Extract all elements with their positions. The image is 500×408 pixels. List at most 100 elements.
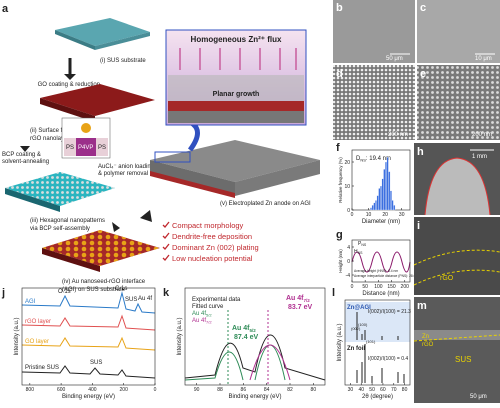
bar xyxy=(383,169,386,211)
fit-peak xyxy=(184,344,286,381)
legend-entry: Experimental data xyxy=(192,297,241,303)
bar xyxy=(391,200,394,211)
pattern-bg xyxy=(345,302,410,342)
x-tick-label: 30 xyxy=(399,212,405,218)
x-tick-label: 50 xyxy=(369,387,375,393)
peak-label: Au 4f5/2 87.4 eV xyxy=(232,325,258,341)
arrow-head xyxy=(20,146,30,152)
panel-a: a (i) SUS substrate GO coating & reducti… xyxy=(2,3,320,293)
benefit: Dominant Zn (002) plating xyxy=(172,243,259,252)
panel-label: h xyxy=(417,146,424,158)
x-tick-label: 88 xyxy=(217,387,223,393)
panel-label: f xyxy=(336,142,340,154)
stage: (iv) Au nanoseed-rGO interface xyxy=(62,279,146,285)
plot-frame xyxy=(344,299,411,386)
annotation-part: NS xyxy=(358,251,364,255)
y-tick-label: 0 xyxy=(347,208,350,214)
layer-label: SUS xyxy=(455,355,471,364)
plot-frame xyxy=(184,287,326,386)
note: Average interparticle distance (PNS): 28… xyxy=(354,274,421,278)
step: BCP coating & xyxy=(2,152,41,158)
check xyxy=(162,221,170,261)
annotation: HNS xyxy=(354,249,363,255)
arrow-head xyxy=(140,210,152,222)
peak-part: 87.4 eV xyxy=(234,334,258,341)
panel-label: c xyxy=(420,2,426,14)
plane-label: (101) xyxy=(366,339,376,344)
benefit: Dendrite-free deposition xyxy=(172,232,252,241)
profile-curve xyxy=(351,251,411,273)
bar xyxy=(373,202,376,211)
plane-label: (002) xyxy=(351,326,361,331)
panel-label: j xyxy=(1,287,5,299)
block-label: PS xyxy=(98,145,106,151)
panel-k: k Experimental data Fitted curve Au 4f5/… xyxy=(163,287,326,400)
fit-peak xyxy=(249,344,291,381)
annotation-part: P xyxy=(358,241,362,247)
x-tick-label: 100 xyxy=(374,284,383,290)
peak-label: O 1s xyxy=(58,289,71,295)
x-tick-label: 40 xyxy=(358,387,364,393)
slab xyxy=(40,98,95,122)
annotation-part: NS xyxy=(361,243,367,247)
annotation-part: : 19.4 nm xyxy=(366,156,391,162)
annotation: PNS xyxy=(358,241,367,247)
x-tick-label: 600 xyxy=(57,387,66,393)
panel-label: m xyxy=(417,300,427,312)
block xyxy=(150,160,235,196)
annotation-part: H xyxy=(354,249,358,255)
legend-entry: Fitted curve xyxy=(192,304,224,310)
layer-outline xyxy=(413,334,500,342)
benefit: Compact morphology xyxy=(172,221,244,230)
flux-arrows xyxy=(179,48,297,70)
step: GO coating & reduction xyxy=(38,82,100,88)
x-tick-label: 200 xyxy=(401,284,410,290)
arrow xyxy=(187,119,200,152)
bar xyxy=(388,171,391,211)
bar xyxy=(381,178,384,211)
scale-label: 50 μm xyxy=(470,394,487,400)
block xyxy=(150,171,235,198)
spectrum xyxy=(184,334,326,381)
y-axis-label: Intensity (a.u.) xyxy=(177,317,183,355)
step: solvent-annealing xyxy=(2,159,49,165)
panel-l: l Zn@AGI I(002)/I(100) = 21.3 Zn foil I(… xyxy=(332,287,411,400)
sample-label: Zn foil xyxy=(347,346,365,352)
x-axis-label: 2θ (degree) xyxy=(362,394,393,400)
zn-layer xyxy=(414,330,500,340)
arrow-head xyxy=(112,222,120,232)
xrd-peaks xyxy=(356,344,405,383)
x-tick-label: 0 xyxy=(351,212,354,218)
block xyxy=(64,138,76,156)
peak-part: Au 4f xyxy=(286,295,304,302)
legend-entry: GO layer xyxy=(25,339,49,345)
block xyxy=(235,160,320,196)
stage: (AGI) on SUS substrate xyxy=(62,287,126,293)
bar xyxy=(389,190,392,211)
benefit-list: Compact morphology Dendrite-free deposit… xyxy=(162,221,259,263)
peak-label: SUS xyxy=(90,360,102,366)
slab xyxy=(55,30,95,50)
panel-label: k xyxy=(163,287,170,299)
x-tick-label: 86 xyxy=(241,387,247,393)
annotation: DNS: 19.4 nm xyxy=(356,156,391,163)
legend-entry: Au 4f7/2 xyxy=(192,318,212,325)
bar xyxy=(378,188,381,211)
sem-image xyxy=(414,217,500,295)
y-axis-label: Relative frequency (%) xyxy=(338,157,343,203)
panel-label: g xyxy=(336,229,343,241)
x-tick-label: 150 xyxy=(387,284,396,290)
stage: (ii) Surface flattening by xyxy=(30,128,93,134)
bar xyxy=(375,200,378,211)
panel-j: j AGI rGO layer GO layer Pristine SUS O … xyxy=(1,286,157,400)
y-axis-label: Intensity (a.u.) xyxy=(14,317,20,355)
x-tick-label: 800 xyxy=(26,387,35,393)
y-tick-label: -4 xyxy=(346,273,351,279)
slab-pattern xyxy=(42,230,160,266)
icon xyxy=(81,123,91,133)
x-tick-label: 90 xyxy=(194,387,200,393)
x-tick-label: 200 xyxy=(120,387,129,393)
sem-panels: h 1 mm i rGO xyxy=(413,143,500,295)
sem-panels: b 50 μm c 10 μm d 200 nm e 200 nm xyxy=(333,0,500,140)
